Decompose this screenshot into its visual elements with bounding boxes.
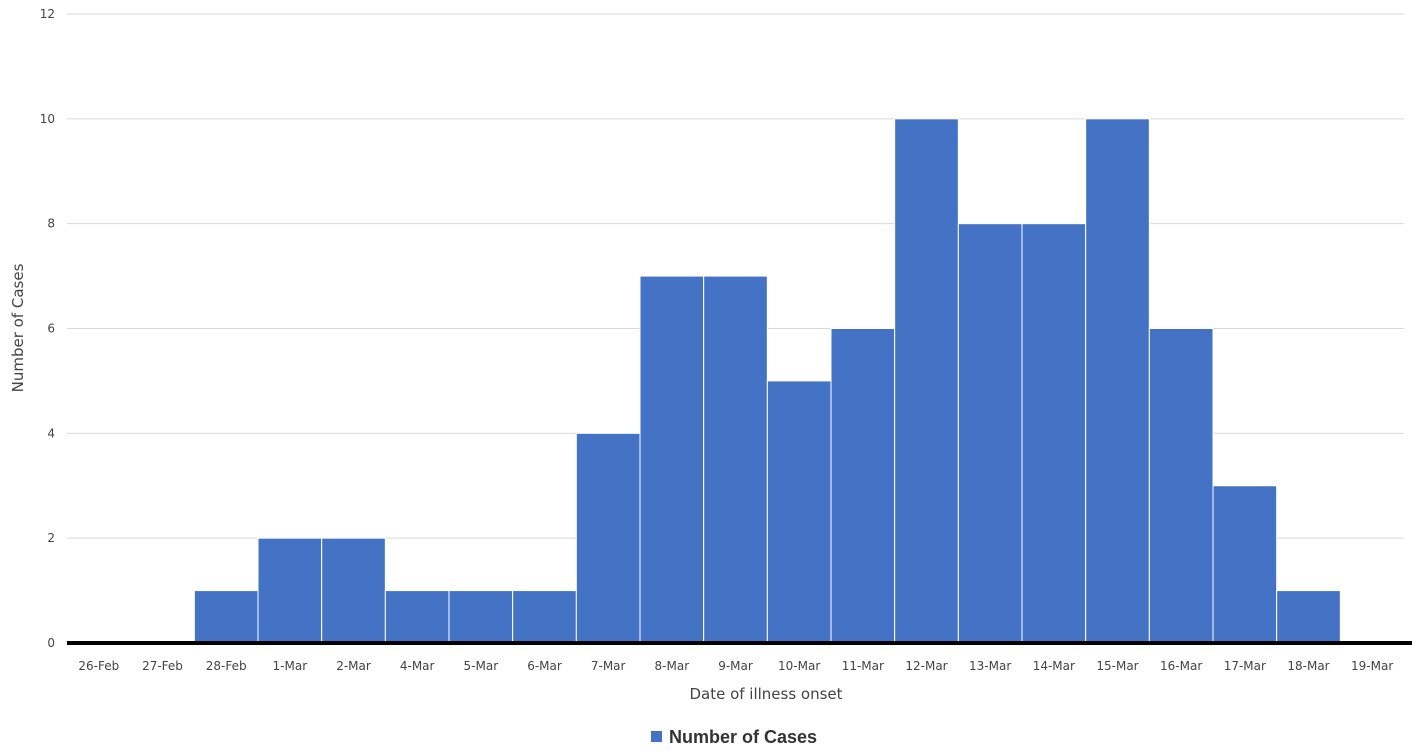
x-tick-label: 14-Mar [1033,659,1075,673]
bar [639,275,705,644]
bar [321,537,386,644]
x-tick-label: 26-Feb [78,659,119,673]
bar [1021,223,1087,644]
x-tick-label: 28-Feb [206,659,247,673]
x-tick-label: 18-Mar [1287,659,1329,673]
x-tick-label: 16-Mar [1160,659,1202,673]
x-tick-label: 17-Mar [1224,659,1266,673]
legend-label: Number of Cases [669,727,817,747]
bar [1085,118,1150,644]
x-axis-ticks: 26-Feb 27-Feb 28-Feb 1-Mar 2-Mar 4-Mar 5-Mar 6-… [78,659,1393,673]
bar [448,590,514,644]
x-tick-label: 6-Mar [527,659,562,673]
y-axis-ticks: 0 2 4 6 8 10 12 [40,7,55,650]
bar [193,590,259,644]
y-tick-label: 4 [47,426,55,440]
x-tick-label: 15-Mar [1096,659,1138,673]
x-tick-label: 8-Mar [655,659,690,673]
bars [193,118,1341,644]
x-tick-label: 2-Mar [336,659,371,673]
bar [830,328,896,644]
y-tick-label: 12 [40,7,55,21]
x-tick-label: 7-Mar [591,659,626,673]
bar [257,537,323,644]
x-tick-label: 13-Mar [969,659,1011,673]
y-tick-label: 0 [47,636,55,650]
y-axis-title: Number of Cases [9,263,27,392]
x-axis-title: Date of illness onset [689,685,842,703]
x-tick-label: 11-Mar [842,659,884,673]
bar [512,590,577,644]
x-tick-label: 19-Mar [1351,659,1393,673]
bar [1276,590,1341,644]
x-tick-label: 4-Mar [400,659,435,673]
x-tick-label: 5-Mar [464,659,499,673]
legend: Number of Cases [651,727,817,747]
bar [384,590,450,644]
bar [766,380,832,644]
x-tick-label: 10-Mar [778,659,820,673]
bar [957,223,1023,644]
legend-swatch [651,731,662,742]
bar [703,275,768,644]
x-tick-label: 9-Mar [718,659,753,673]
x-tick-label: 12-Mar [905,659,947,673]
x-tick-label: 1-Mar [273,659,308,673]
x-tick-label: 27-Feb [142,659,183,673]
bar [1148,328,1214,644]
y-tick-label: 8 [47,217,55,231]
bar [894,118,959,644]
bar [1212,485,1278,644]
y-tick-label: 10 [40,112,55,126]
y-tick-label: 6 [47,322,55,336]
bar [575,432,641,644]
y-tick-label: 2 [47,531,55,545]
